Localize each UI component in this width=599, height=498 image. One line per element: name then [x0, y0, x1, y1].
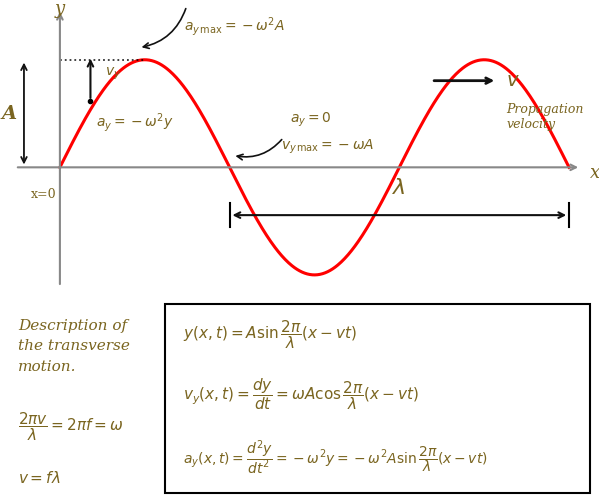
Text: $a_y(x,t) = \dfrac{d^2y}{dt^2} = -\omega^2 y = -\omega^2 A\sin\dfrac{2\pi}{\lamb: $a_y(x,t) = \dfrac{d^2y}{dt^2} = -\omega…	[183, 439, 488, 478]
Text: Description of
the transverse
motion.: Description of the transverse motion.	[18, 319, 130, 374]
Text: $a_{y\,\rm{max}} = -\omega^2 A$: $a_{y\,\rm{max}} = -\omega^2 A$	[184, 15, 285, 38]
Text: $\lambda$: $\lambda$	[392, 177, 406, 199]
Text: x: x	[590, 164, 599, 182]
Text: $\dfrac{2\pi v}{\lambda} = 2\pi f = \omega$: $\dfrac{2\pi v}{\lambda} = 2\pi f = \ome…	[18, 410, 123, 443]
Text: $v_y(x,t) = \dfrac{dy}{dt} = \omega A\cos\dfrac{2\pi}{\lambda}(x - vt)$: $v_y(x,t) = \dfrac{dy}{dt} = \omega A\co…	[183, 376, 419, 412]
Text: $v$: $v$	[506, 72, 520, 90]
Text: $a_y = -\omega^2 y$: $a_y = -\omega^2 y$	[96, 111, 174, 134]
Text: $a_y = 0$: $a_y = 0$	[289, 111, 331, 128]
Text: $v_{y\,\rm{max}} = -\omega A$: $v_{y\,\rm{max}} = -\omega A$	[280, 137, 374, 155]
Text: $y(x,t) = A\sin\dfrac{2\pi}{\lambda}(x - vt)$: $y(x,t) = A\sin\dfrac{2\pi}{\lambda}(x -…	[183, 318, 356, 351]
Text: $v = f\lambda$: $v = f\lambda$	[18, 470, 60, 486]
Text: Propagation
velocity: Propagation velocity	[506, 103, 583, 130]
Text: $v_y$: $v_y$	[105, 66, 122, 82]
FancyBboxPatch shape	[165, 304, 590, 493]
Text: x=0: x=0	[31, 188, 57, 201]
Text: A: A	[1, 105, 17, 123]
Text: y: y	[55, 0, 65, 18]
